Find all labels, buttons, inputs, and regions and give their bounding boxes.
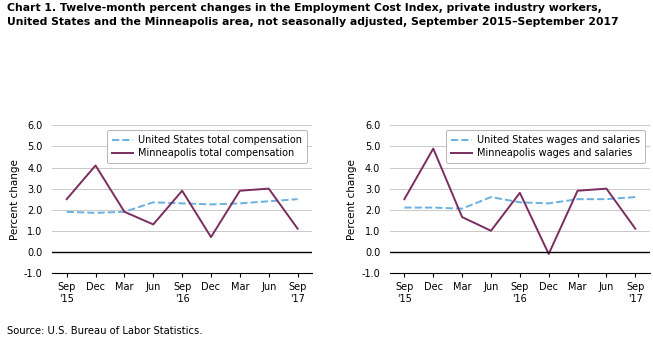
United States wages and salaries xyxy=(631,195,639,199)
Minneapolis wages and salaries xyxy=(487,229,495,233)
United States wages and salaries xyxy=(458,206,466,211)
Y-axis label: Percent change: Percent change xyxy=(347,159,357,240)
Text: Chart 1. Twelve-month percent changes in the Employment Cost Index, private indu: Chart 1. Twelve-month percent changes in… xyxy=(7,3,618,26)
Minneapolis wages and salaries xyxy=(603,186,611,191)
Minneapolis wages and salaries xyxy=(573,189,581,193)
United States wages and salaries xyxy=(603,197,611,201)
United States wages and salaries xyxy=(516,200,524,204)
United States wages and salaries xyxy=(429,205,437,210)
United States total compensation xyxy=(121,210,129,214)
United States total compensation xyxy=(294,197,302,201)
United States total compensation xyxy=(63,210,71,214)
Legend: United States wages and salaries, Minneapolis wages and salaries: United States wages and salaries, Minnea… xyxy=(446,130,645,163)
United States wages and salaries xyxy=(545,201,552,205)
Minneapolis wages and salaries xyxy=(545,252,552,256)
United States wages and salaries xyxy=(487,195,495,199)
Minneapolis total compensation xyxy=(91,163,99,167)
Line: United States total compensation: United States total compensation xyxy=(67,199,298,213)
United States total compensation xyxy=(150,200,157,204)
Text: Source: U.S. Bureau of Labor Statistics.: Source: U.S. Bureau of Labor Statistics. xyxy=(7,326,202,336)
Minneapolis wages and salaries xyxy=(458,215,466,219)
Line: Minneapolis total compensation: Minneapolis total compensation xyxy=(67,165,298,237)
Line: Minneapolis wages and salaries: Minneapolis wages and salaries xyxy=(404,148,635,254)
United States wages and salaries xyxy=(573,197,581,201)
Minneapolis total compensation xyxy=(63,197,71,201)
Minneapolis total compensation xyxy=(294,226,302,231)
Minneapolis total compensation xyxy=(178,189,186,193)
Minneapolis wages and salaries xyxy=(429,146,437,151)
United States total compensation xyxy=(91,211,99,215)
Minneapolis wages and salaries xyxy=(400,197,408,201)
United States total compensation xyxy=(178,201,186,205)
Minneapolis total compensation xyxy=(265,186,273,191)
Minneapolis total compensation xyxy=(150,222,157,226)
United States wages and salaries xyxy=(400,205,408,210)
Y-axis label: Percent change: Percent change xyxy=(10,159,20,240)
United States total compensation xyxy=(265,199,273,203)
United States total compensation xyxy=(236,201,244,205)
Line: United States wages and salaries: United States wages and salaries xyxy=(404,197,635,208)
Legend: United States total compensation, Minneapolis total compensation: United States total compensation, Minnea… xyxy=(107,130,307,163)
United States total compensation xyxy=(207,202,215,206)
Minneapolis total compensation xyxy=(207,235,215,239)
Minneapolis total compensation xyxy=(236,189,244,193)
Minneapolis wages and salaries xyxy=(516,191,524,195)
Minneapolis total compensation xyxy=(121,210,129,214)
Minneapolis wages and salaries xyxy=(631,226,639,231)
